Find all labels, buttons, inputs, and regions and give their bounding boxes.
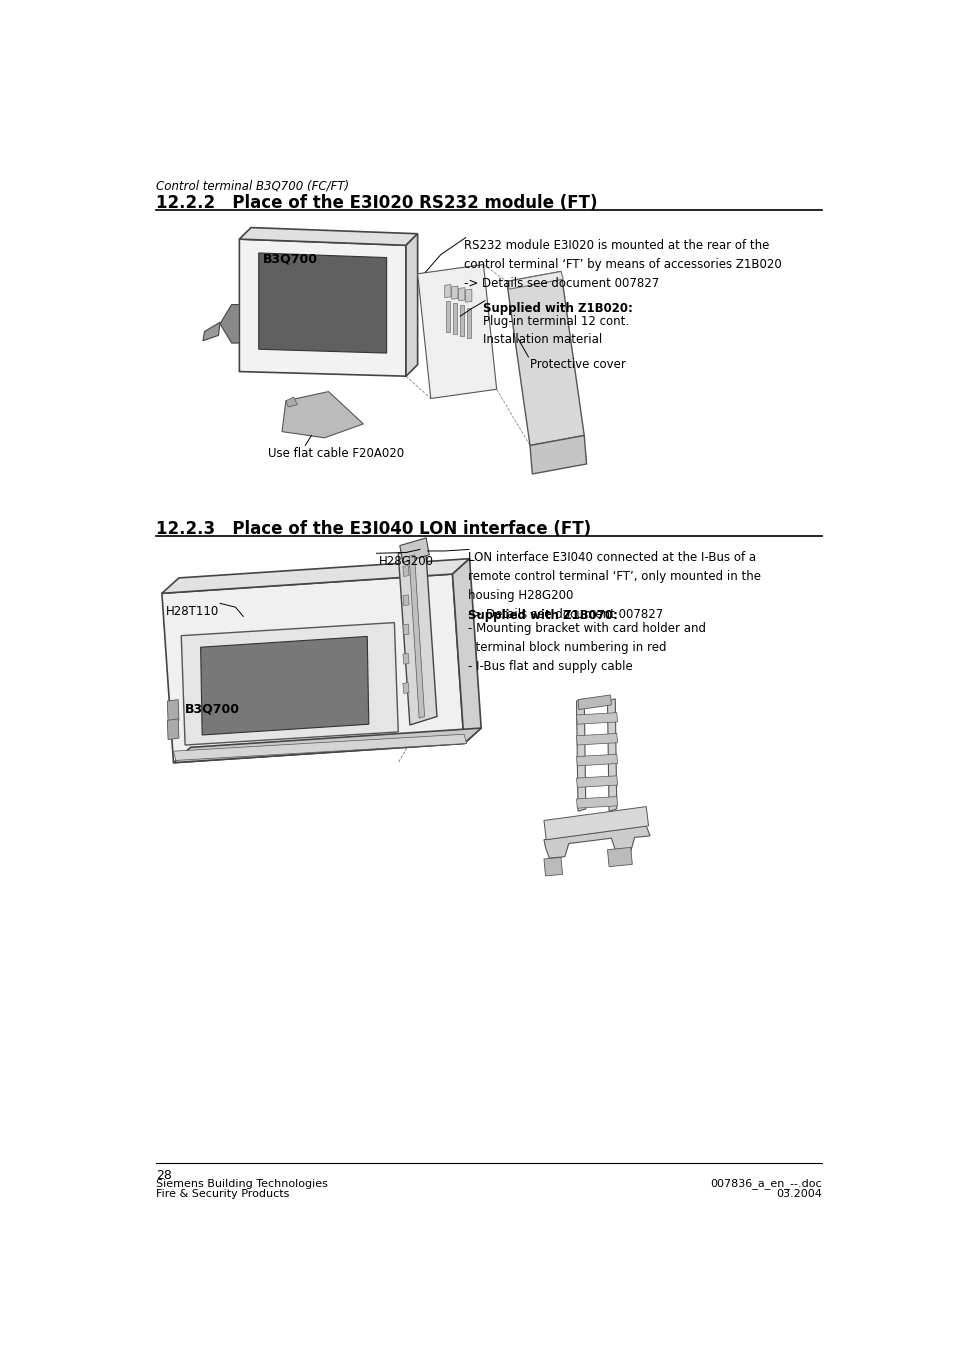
Polygon shape: [506, 272, 562, 289]
Polygon shape: [239, 227, 417, 246]
Polygon shape: [162, 559, 469, 593]
Polygon shape: [459, 305, 464, 336]
Text: B3Q700: B3Q700: [262, 253, 317, 266]
Text: Supplied with Z1B070:: Supplied with Z1B070:: [468, 609, 618, 621]
Text: H28T110: H28T110: [166, 605, 219, 617]
Polygon shape: [467, 308, 471, 339]
Polygon shape: [167, 700, 179, 721]
Text: - Mounting bracket with card holder and
  terminal block numbering in red
- I-Bu: - Mounting bracket with card holder and …: [468, 621, 705, 673]
Polygon shape: [173, 728, 480, 763]
Text: B3Q700: B3Q700: [185, 703, 240, 716]
Polygon shape: [282, 392, 363, 438]
Polygon shape: [162, 574, 464, 763]
Text: 007836_a_en_--.doc: 007836_a_en_--.doc: [710, 1178, 821, 1189]
Text: Siemens Building Technologies: Siemens Building Technologies: [155, 1178, 327, 1189]
Text: Fire & Security Products: Fire & Security Products: [155, 1189, 289, 1198]
Polygon shape: [402, 682, 409, 693]
Text: H28G200: H28G200: [378, 555, 434, 567]
Text: LON interface E3I040 connected at the I-Bus of a
remote control terminal ‘FT’, o: LON interface E3I040 connected at the I-…: [468, 551, 760, 621]
Polygon shape: [453, 303, 456, 334]
Text: Use flat cable F20A020: Use flat cable F20A020: [268, 447, 404, 461]
Polygon shape: [444, 285, 451, 297]
Polygon shape: [181, 623, 397, 744]
Polygon shape: [576, 775, 617, 788]
Polygon shape: [286, 397, 297, 407]
Polygon shape: [220, 304, 239, 343]
Polygon shape: [239, 239, 406, 376]
Polygon shape: [409, 555, 424, 719]
Polygon shape: [258, 253, 386, 353]
Polygon shape: [506, 272, 583, 446]
Polygon shape: [452, 286, 457, 299]
Polygon shape: [397, 544, 436, 725]
Polygon shape: [402, 654, 409, 665]
Text: RS232 module E3I020 is mounted at the rear of the
control terminal ‘FT’ by means: RS232 module E3I020 is mounted at the re…: [464, 239, 781, 290]
Polygon shape: [576, 797, 617, 808]
Polygon shape: [402, 594, 409, 605]
Polygon shape: [173, 734, 466, 761]
Polygon shape: [167, 719, 179, 739]
Polygon shape: [543, 825, 649, 858]
Text: Plug-in terminal 12 cont.
Installation material: Plug-in terminal 12 cont. Installation m…: [483, 315, 629, 346]
Polygon shape: [576, 698, 585, 811]
Polygon shape: [465, 289, 472, 303]
Polygon shape: [399, 538, 429, 562]
Polygon shape: [446, 301, 450, 331]
Text: Control terminal B3Q700 (FC/FT): Control terminal B3Q700 (FC/FT): [155, 180, 349, 192]
Text: 12.2.3   Place of the E3I040 LON interface (FT): 12.2.3 Place of the E3I040 LON interface…: [155, 520, 590, 538]
Polygon shape: [543, 807, 648, 840]
Polygon shape: [417, 265, 497, 399]
Text: 28: 28: [155, 1169, 172, 1182]
Polygon shape: [203, 323, 220, 340]
Polygon shape: [530, 435, 586, 474]
Polygon shape: [607, 698, 617, 811]
Polygon shape: [402, 624, 409, 635]
Polygon shape: [406, 234, 417, 376]
Polygon shape: [402, 566, 409, 577]
Polygon shape: [458, 288, 464, 301]
Polygon shape: [452, 559, 480, 743]
Polygon shape: [576, 754, 617, 766]
Polygon shape: [578, 694, 611, 709]
Polygon shape: [200, 636, 369, 735]
Polygon shape: [576, 713, 617, 724]
Text: 03.2004: 03.2004: [776, 1189, 821, 1198]
Text: Supplied with Z1B020:: Supplied with Z1B020:: [483, 303, 633, 315]
Polygon shape: [576, 734, 617, 744]
Text: 12.2.2   Place of the E3I020 RS232 module (FT): 12.2.2 Place of the E3I020 RS232 module …: [155, 195, 597, 212]
Text: Protective cover: Protective cover: [530, 358, 625, 372]
Polygon shape: [543, 858, 562, 875]
Polygon shape: [607, 847, 632, 867]
